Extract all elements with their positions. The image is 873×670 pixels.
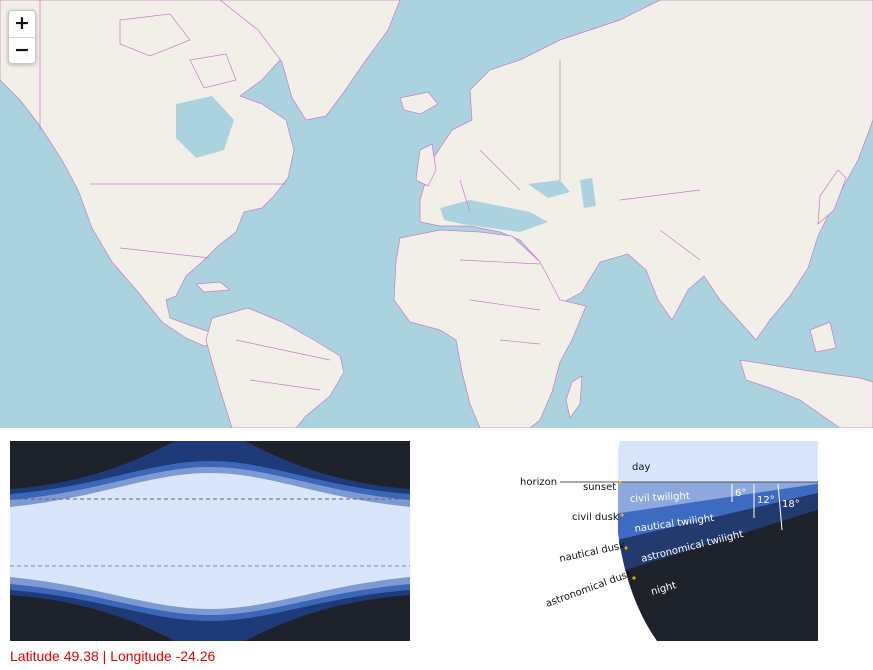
civil-dusk-marker — [620, 513, 624, 517]
japan — [817, 169, 847, 225]
arrow-18 — [777, 483, 783, 531]
north-america — [0, 0, 301, 347]
longitude-value: -24.26 — [175, 648, 216, 664]
iceland — [399, 91, 439, 115]
astronomical-dusk-marker — [632, 576, 636, 580]
day-label: day — [632, 462, 650, 473]
map-tiles — [0, 0, 873, 428]
nautical-dusk-marker — [624, 546, 628, 550]
world-map[interactable]: + − — [0, 0, 873, 428]
zoom-control: + − — [8, 10, 36, 64]
deg12-label: 12° — [757, 495, 775, 506]
madagascar — [565, 375, 583, 419]
daylength-chart — [10, 441, 410, 641]
civil-dusk-label: civil dusk — [572, 512, 619, 523]
deg6-label: 6° — [735, 488, 746, 499]
horizon-label: horizon — [520, 477, 557, 488]
coordinates-readout: Latitude 49.38 | Longitude -24.26 — [10, 648, 215, 664]
sunset-label: sunset — [583, 482, 616, 493]
greenland — [219, 0, 401, 121]
latitude-value: 49.38 — [63, 648, 99, 664]
zoom-out-button[interactable]: − — [9, 37, 35, 63]
deg18-label: 18° — [782, 499, 800, 510]
nautical-dusk-label: nautical dusk — [558, 540, 626, 565]
longitude-label: Longitude — [110, 648, 172, 664]
sunset-marker — [618, 481, 622, 485]
great-britain — [415, 143, 437, 187]
zoom-in-button[interactable]: + — [14, 12, 30, 34]
civil-twilight-label: civil twilight — [630, 491, 691, 505]
africa — [393, 229, 587, 428]
south-america — [205, 307, 345, 428]
day-band — [10, 473, 410, 609]
twilight-diagram: horizon sunset civil dusk nautical dusk … — [520, 441, 818, 641]
indonesia — [739, 359, 873, 428]
coordinate-separator: | — [102, 648, 107, 664]
latitude-label: Latitude — [10, 648, 60, 664]
